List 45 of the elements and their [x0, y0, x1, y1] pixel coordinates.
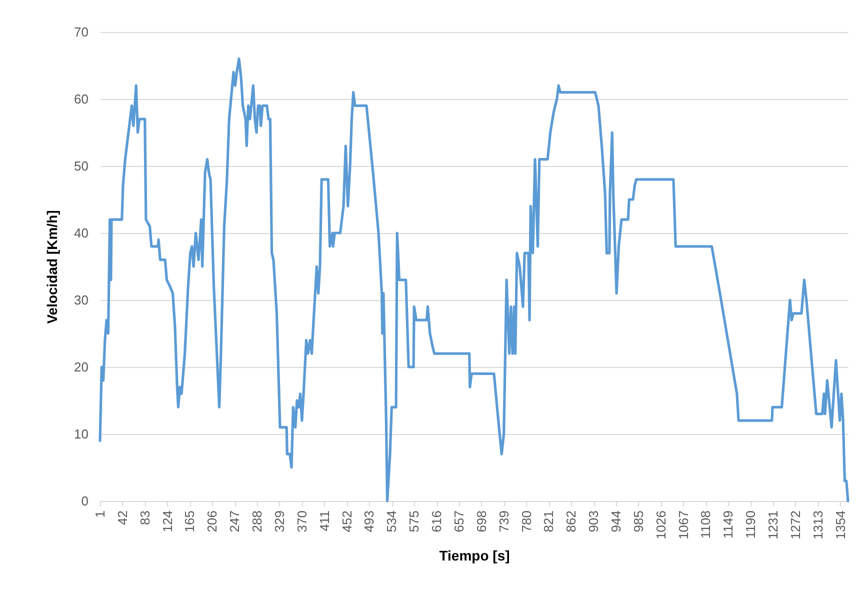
x-tick-label: 739	[496, 510, 512, 532]
x-tick-label: 411	[316, 510, 332, 532]
x-tick-label: 370	[294, 510, 310, 532]
y-tick-label: 70	[74, 24, 88, 40]
x-tick-label: 1108	[698, 510, 714, 538]
y-tick-label: 0	[81, 494, 88, 508]
x-tick-label: 862	[564, 510, 579, 532]
x-tick-label: 1231	[766, 510, 781, 540]
x-tick-label: 1190	[743, 510, 758, 538]
x-tick-label: 534	[384, 510, 400, 532]
x-tick-label: 247	[227, 510, 242, 532]
x-tick-label: 165	[182, 510, 198, 532]
x-tick-label: 575	[406, 510, 422, 532]
x-tick-label: 42	[114, 510, 130, 525]
x-tick-label: 821	[541, 510, 556, 532]
y-tick-label: 50	[74, 158, 88, 174]
y-tick-label: 60	[74, 92, 88, 106]
x-tick-label: 985	[630, 510, 646, 532]
x-tick-label: 903	[586, 510, 602, 532]
x-tick-label: 83	[137, 510, 152, 525]
x-tick-label: 329	[272, 510, 287, 532]
y-tick-label: 10	[74, 426, 88, 442]
x-tick-label: 1313	[810, 510, 826, 540]
x-tick-label: 1026	[653, 510, 668, 540]
x-tick-label: 698	[474, 510, 489, 532]
x-tick-label: 124	[160, 510, 175, 532]
x-tick-label: 944	[608, 510, 624, 532]
x-axis-title: Tiempo [s]	[439, 547, 510, 564]
y-tick-label: 30	[74, 292, 88, 308]
x-tick-label: 1354	[832, 510, 848, 540]
y-tick-label: 20	[74, 360, 88, 374]
x-tick-label: 1067	[676, 510, 691, 540]
x-tick-label: 206	[204, 510, 220, 532]
y-axis-title: Velocidad [Km/h]	[44, 210, 60, 324]
x-tick-label: 1149	[720, 510, 736, 538]
x-tick-label: 452	[339, 510, 354, 532]
x-tick-label: 1272	[788, 510, 803, 540]
x-tick-label: 616	[429, 510, 444, 532]
line-series	[98, 58, 850, 502]
x-tick-label: 780	[518, 510, 534, 532]
x-tick-label: 1	[92, 510, 108, 518]
x-tick-label: 493	[362, 510, 377, 532]
x-tick-label: 657	[451, 510, 466, 532]
x-tick-label: 288	[250, 510, 265, 532]
y-tick-label: 40	[74, 226, 88, 240]
